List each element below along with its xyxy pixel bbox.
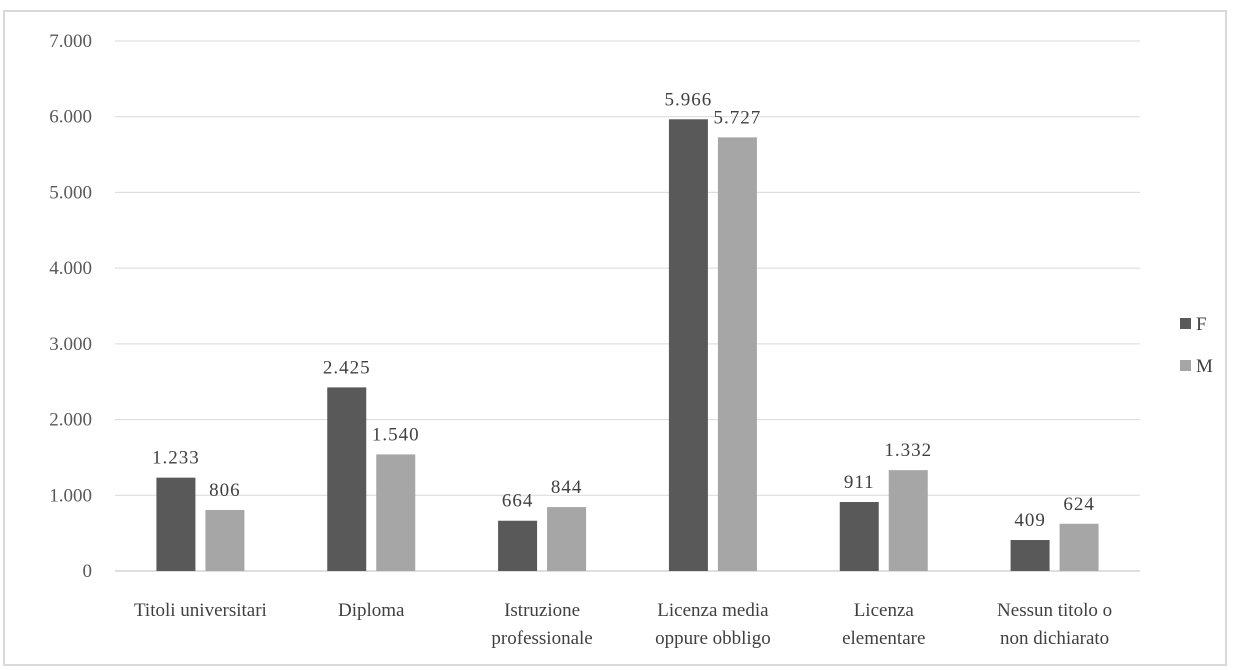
x-category-label: Diploma bbox=[338, 600, 405, 621]
y-tick-label: 4.000 bbox=[49, 258, 92, 279]
data-label: 5.727 bbox=[714, 107, 762, 128]
y-tick-label: 2.000 bbox=[49, 410, 92, 431]
x-category-label: oppure obbligo bbox=[655, 628, 771, 649]
data-label: 664 bbox=[502, 491, 534, 512]
bar-m bbox=[376, 454, 416, 571]
data-label: 1.233 bbox=[152, 448, 200, 469]
bars bbox=[156, 119, 1099, 572]
legend: FM bbox=[1180, 314, 1213, 377]
x-category-label: Licenza media bbox=[657, 600, 769, 621]
bar-m bbox=[1059, 523, 1099, 571]
bar-f bbox=[668, 119, 708, 571]
x-category-label: Nessun titolo o bbox=[997, 600, 1112, 621]
x-category-label: professionale bbox=[491, 628, 592, 649]
x-category-label: elementare bbox=[842, 628, 925, 649]
bar-m bbox=[547, 507, 587, 571]
legend-label: M bbox=[1196, 356, 1213, 377]
data-label: 911 bbox=[844, 472, 875, 493]
bar-f bbox=[839, 502, 879, 571]
gridlines bbox=[115, 40, 1140, 572]
bar-f bbox=[327, 387, 367, 571]
y-tick-label: 7.000 bbox=[49, 31, 92, 52]
data-label: 5.966 bbox=[665, 89, 713, 110]
data-label: 806 bbox=[209, 480, 241, 501]
bar-m bbox=[888, 470, 928, 571]
data-label: 409 bbox=[1014, 510, 1046, 531]
data-label: 1.540 bbox=[372, 424, 420, 445]
legend-swatch bbox=[1180, 318, 1191, 329]
bar-f bbox=[498, 520, 538, 571]
bar-m bbox=[717, 137, 757, 572]
bar-f bbox=[156, 477, 196, 571]
bar-m bbox=[205, 509, 245, 571]
data-label: 624 bbox=[1063, 494, 1095, 515]
bar-f bbox=[1010, 540, 1050, 571]
x-category-label: Licenza bbox=[854, 600, 915, 621]
y-tick-label: 1.000 bbox=[49, 485, 92, 506]
legend-label: F bbox=[1196, 314, 1207, 335]
y-tick-label: 6.000 bbox=[49, 107, 92, 128]
y-tick-label: 0 bbox=[83, 561, 93, 582]
y-tick-label: 3.000 bbox=[49, 334, 92, 355]
y-axis: 0 1.000 2.000 3.000 4.000 5.000 6.000 7.000 bbox=[49, 31, 92, 582]
x-axis: Titoli universitari Diploma Istruzione prof… bbox=[134, 600, 1112, 649]
y-tick-label: 5.000 bbox=[49, 182, 92, 203]
x-category-label: Titoli universitari bbox=[134, 600, 267, 621]
data-label: 844 bbox=[551, 477, 583, 498]
data-label: 2.425 bbox=[323, 357, 371, 378]
data-label: 1.332 bbox=[884, 440, 932, 461]
chart-frame bbox=[3, 10, 1227, 666]
x-category-label: Istruzione bbox=[504, 600, 580, 621]
legend-swatch bbox=[1180, 360, 1191, 371]
x-category-label: non dichiarato bbox=[1000, 628, 1109, 649]
